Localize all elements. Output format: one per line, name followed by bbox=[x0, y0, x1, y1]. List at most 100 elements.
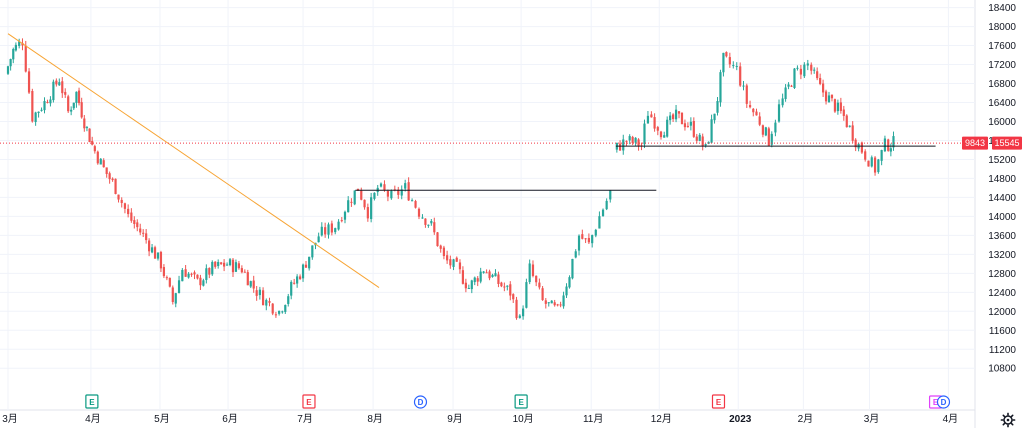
candle-body bbox=[643, 123, 646, 145]
event-badge-label: D bbox=[418, 398, 424, 407]
earnings-event-badge[interactable]: E bbox=[711, 394, 726, 409]
candle-body bbox=[284, 304, 287, 312]
candle-body bbox=[605, 200, 608, 210]
candle-body bbox=[680, 112, 684, 125]
time-tick-label: 4月 bbox=[943, 413, 959, 425]
candle-body bbox=[72, 102, 75, 109]
candle-body bbox=[781, 98, 784, 106]
candle-body bbox=[848, 125, 851, 127]
candle-body bbox=[594, 229, 597, 236]
candle-body bbox=[324, 227, 327, 235]
candle-body bbox=[205, 268, 208, 280]
candle-body bbox=[631, 136, 634, 143]
candle-body bbox=[470, 280, 473, 290]
gear-icon[interactable] bbox=[1000, 412, 1016, 428]
candle-body bbox=[439, 245, 442, 249]
candle-body bbox=[433, 222, 436, 233]
candle-body bbox=[127, 208, 130, 215]
candle-body bbox=[347, 200, 350, 213]
candle-body bbox=[177, 280, 181, 293]
candle-body bbox=[625, 140, 628, 142]
candle-body bbox=[764, 127, 767, 136]
candle-body bbox=[46, 101, 49, 103]
candle-body bbox=[518, 315, 521, 318]
event-badge-label: E bbox=[518, 398, 524, 407]
candle-body bbox=[565, 286, 568, 296]
price-labels: 9843 15545 bbox=[962, 136, 1022, 150]
candle-body bbox=[728, 57, 731, 65]
candle-body bbox=[796, 67, 799, 69]
candle-body bbox=[214, 261, 217, 267]
candle-body bbox=[43, 101, 46, 111]
candle-body bbox=[761, 125, 764, 135]
candle-body bbox=[67, 96, 70, 112]
candle-body bbox=[287, 296, 290, 304]
candle-body bbox=[296, 276, 299, 284]
event-badge-label: E bbox=[89, 398, 95, 407]
candle-body bbox=[208, 267, 211, 275]
candle-body bbox=[653, 117, 656, 129]
candle-body bbox=[427, 224, 430, 226]
dividend-event-badge[interactable]: D bbox=[413, 395, 428, 409]
time-axis[interactable]: 3月 4月 5月 6月 7月 8月 9月 10月 11月 12月 2023 2月 3月 4月 bbox=[2, 413, 958, 425]
trend-line[interactable] bbox=[7, 33, 380, 288]
price-tick-label: 14000 bbox=[988, 212, 1016, 223]
candle-body bbox=[553, 302, 556, 306]
candle-body bbox=[500, 282, 503, 287]
candle-body bbox=[677, 111, 681, 114]
candle-body bbox=[317, 236, 320, 243]
candle-body bbox=[790, 85, 793, 87]
price-tick-label: 13600 bbox=[988, 231, 1016, 242]
candle-body bbox=[31, 90, 34, 122]
candle-body bbox=[117, 194, 120, 200]
candle-body bbox=[887, 139, 890, 151]
candle-body bbox=[366, 207, 369, 219]
price-tick-label: 16400 bbox=[988, 98, 1016, 109]
candles bbox=[6, 38, 895, 320]
candle-body bbox=[353, 190, 356, 205]
candle-body bbox=[851, 125, 854, 141]
earnings-event-badge[interactable]: E bbox=[302, 394, 316, 409]
candle-body bbox=[55, 80, 58, 85]
candle-body bbox=[574, 251, 577, 258]
price-tick-label: 17600 bbox=[988, 41, 1016, 52]
candle-body bbox=[860, 142, 864, 153]
candle-body bbox=[265, 299, 268, 306]
earnings-event-badge[interactable]: E bbox=[85, 394, 99, 409]
candle-body bbox=[220, 262, 223, 265]
candle-body bbox=[255, 290, 258, 296]
candle-body bbox=[102, 160, 105, 168]
candle-body bbox=[12, 49, 15, 60]
time-tick-label: 6月 bbox=[222, 413, 238, 425]
candle-body bbox=[383, 184, 386, 191]
candle-body bbox=[824, 91, 828, 102]
candle-body bbox=[482, 271, 485, 273]
candle-body bbox=[231, 259, 235, 273]
candle-body bbox=[748, 105, 752, 108]
candle-body bbox=[873, 157, 877, 173]
time-tick-label: 11月 bbox=[583, 413, 603, 425]
candle-body bbox=[646, 115, 650, 124]
earnings-event-badge[interactable]: E bbox=[514, 394, 528, 409]
candle-body bbox=[334, 228, 337, 233]
candle-body bbox=[799, 68, 802, 75]
price-axis[interactable]: 10800 11200 11600 12000 12400 12800 13200 13600… bbox=[988, 3, 1016, 375]
candle-body bbox=[710, 119, 713, 143]
candle-body bbox=[598, 216, 601, 229]
candle-body bbox=[877, 159, 880, 173]
candle-body bbox=[683, 123, 687, 128]
candle-body bbox=[830, 94, 834, 99]
candle-body bbox=[105, 167, 108, 174]
dividend-event-badge[interactable]: D bbox=[936, 395, 951, 409]
time-tick-label: 3月 bbox=[864, 413, 880, 425]
drawings[interactable] bbox=[0, 33, 975, 288]
candle-body bbox=[390, 190, 393, 199]
event-badge-label: E bbox=[933, 398, 939, 407]
candle-body bbox=[24, 45, 27, 72]
price-tick-label: 14800 bbox=[988, 174, 1016, 185]
candle-body bbox=[704, 144, 707, 146]
candle-body bbox=[153, 247, 157, 259]
